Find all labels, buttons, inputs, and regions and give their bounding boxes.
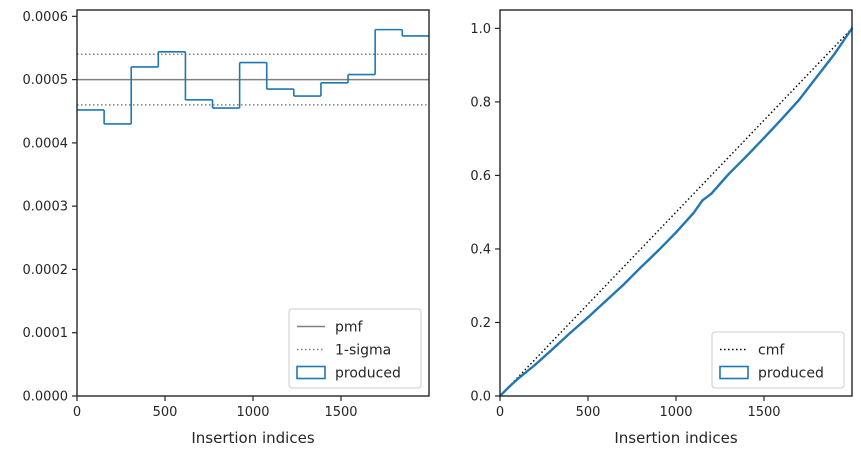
produced-cdf-segment — [674, 211, 695, 234]
produced-cdf-segment — [745, 136, 766, 158]
y-tick-label: 0.2 — [470, 316, 491, 331]
produced-cdf-segment — [534, 347, 554, 366]
x-tick-label: 0 — [496, 405, 504, 420]
produced-cdf-segment — [780, 98, 801, 121]
y-tick-label: 1.0 — [470, 22, 491, 37]
produced-cdf-segment — [622, 266, 642, 287]
y-tick-label: 0.0 — [470, 390, 491, 405]
legend: cmf produced — [711, 331, 845, 389]
produced-cdf-segment — [507, 377, 519, 389]
legend-label-produced: produced — [758, 366, 824, 382]
y-tick-label: 0.0005 — [23, 73, 69, 88]
x-tick-label: 1000 — [659, 405, 692, 420]
produced-cdf-segment — [701, 192, 713, 202]
y-tick-label: 0.0004 — [23, 136, 69, 151]
produced-cdf-segment — [692, 199, 704, 215]
produced-cdf-segment — [815, 52, 836, 79]
legend-label-produced: produced — [335, 366, 401, 382]
y-tick-label: 0.0000 — [23, 390, 69, 405]
produced-cdf-segment — [727, 155, 748, 176]
legend-box — [288, 308, 422, 389]
x-tick-label: 500 — [153, 405, 178, 420]
produced-cdf-segment — [498, 385, 510, 398]
produced-cdf-segment — [586, 299, 607, 319]
x-tick-label: 500 — [576, 405, 601, 420]
x-tick-label: 1500 — [324, 405, 357, 420]
produced-cdf-segment — [833, 27, 854, 56]
legend-swatch-produced — [719, 365, 749, 380]
x-tick-label: 1000 — [236, 405, 269, 420]
x-tick-label: 0 — [73, 405, 81, 420]
cmf-line — [499, 27, 853, 397]
y-tick-label: 0.0006 — [23, 10, 69, 25]
right-chart-panel: 0 500 1000 1500 0.0 0.2 0.4 0.6 0.8 1.0 Insertion … — [470, 9, 854, 447]
legend-label-1-sigma: 1-sigma — [335, 343, 391, 359]
y-tick-label: 0.0003 — [23, 200, 69, 215]
legend-label-pmf: pmf — [335, 320, 364, 336]
legend-label-cmf: cmf — [758, 343, 785, 359]
produced-cdf-segment — [657, 231, 678, 252]
left-chart-panel: 0 500 1000 1500 0.0000 0.0001 0.0002 0.0003 0.00… — [23, 9, 430, 447]
x-axis-label: Insertion indices — [614, 429, 737, 447]
x-axis-label: Insertion indices — [191, 429, 314, 447]
y-tick-label: 0.0001 — [23, 326, 69, 341]
legend-box — [711, 331, 845, 389]
produced-cdf-segment — [798, 75, 818, 101]
y-tick-label: 0.6 — [470, 169, 491, 184]
legend-swatch-produced — [296, 365, 326, 380]
x-tick-label: 1500 — [747, 405, 780, 420]
y-tick-label: 0.0002 — [23, 263, 69, 278]
produced-cdf-segment — [551, 331, 572, 351]
y-tick-label: 0.4 — [470, 242, 491, 257]
produced-cdf-segment — [762, 117, 783, 140]
produced-cdf-segment — [516, 363, 537, 381]
produced-cdf-segment — [569, 316, 590, 334]
produced-cdf-segment — [639, 249, 660, 269]
produced-cdf-segment — [710, 172, 730, 196]
legend: pmf 1-sigma produced — [288, 308, 422, 389]
produced-cdf-segment — [604, 283, 625, 303]
y-tick-label: 0.8 — [470, 95, 491, 110]
